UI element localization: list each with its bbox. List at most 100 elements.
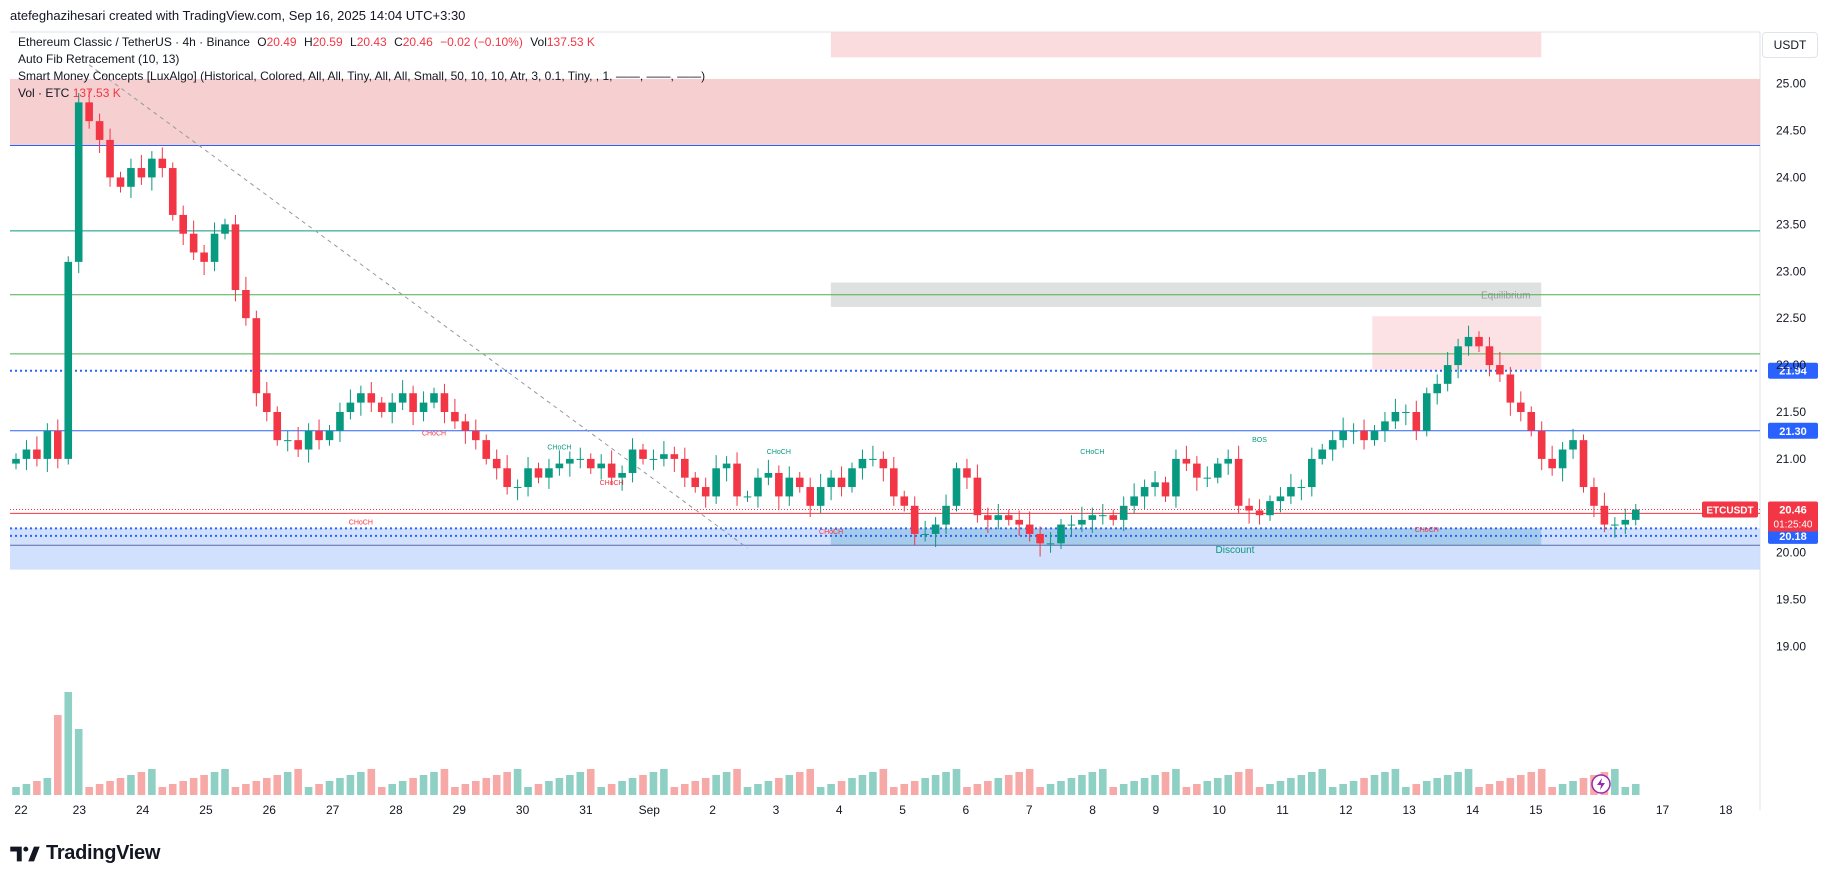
tradingview-logo[interactable]: TradingView	[10, 842, 160, 865]
candle-body	[252, 318, 261, 394]
x-tick-label: 5	[899, 803, 906, 817]
candle-body	[430, 393, 438, 403]
candle-body	[461, 421, 470, 431]
volume-bar	[837, 781, 846, 795]
candle-body	[85, 102, 93, 122]
candle-body	[1496, 365, 1504, 375]
volume-bar	[775, 778, 783, 795]
candle-body	[1099, 515, 1107, 517]
volume-bar	[942, 772, 950, 795]
volume-bar	[1569, 781, 1577, 795]
candle-body	[273, 411, 282, 441]
indicator-volume[interactable]: Vol · ETC 137.53 K	[18, 85, 705, 102]
candle-body	[1600, 505, 1609, 525]
fib-trend-line	[88, 64, 748, 549]
candle-body	[733, 463, 741, 497]
volume-bar	[492, 775, 501, 795]
volume-bar	[764, 781, 773, 795]
candle-body	[221, 224, 229, 234]
candle-body	[1046, 543, 1055, 545]
volume-bar	[701, 778, 710, 795]
volume-bar	[1109, 787, 1118, 795]
candle-body	[472, 430, 480, 441]
volume-bar	[555, 778, 564, 795]
volume-bar	[1119, 784, 1128, 795]
candle-body	[231, 224, 240, 291]
volume-bar	[231, 787, 240, 795]
volume-bar	[12, 787, 20, 795]
indicator-smc[interactable]: Smart Money Concepts [LuxAlgo] (Historic…	[18, 69, 706, 83]
candle-body	[492, 458, 501, 469]
currency-unit-button[interactable]: USDT	[1762, 32, 1818, 58]
y-tick-label: 23.00	[1776, 264, 1806, 278]
candle-body	[1485, 346, 1494, 366]
candle-body	[304, 430, 313, 450]
volume-bar	[22, 784, 31, 795]
candle-body	[586, 458, 595, 469]
volume-bar	[722, 772, 731, 795]
volume-bar	[1046, 784, 1055, 795]
zone-label-equilibrium: Equilibrium	[1481, 291, 1530, 302]
volume-bar	[43, 778, 52, 795]
candle-body	[545, 468, 553, 478]
candle-body	[148, 158, 156, 178]
volume-bar	[1621, 787, 1630, 795]
candle-body	[681, 458, 689, 478]
volume-bar	[660, 769, 668, 795]
volume-bar	[1443, 775, 1452, 795]
volume-bar	[273, 775, 282, 795]
price-tag-value: 20.46	[1779, 505, 1807, 517]
close-value: 20.46	[402, 35, 433, 49]
zone-premium-upper	[830, 32, 1542, 58]
volume-bar	[440, 769, 449, 795]
candle-body	[1349, 430, 1358, 432]
candle-body	[910, 505, 919, 534]
candle-body	[890, 468, 898, 497]
candle-body	[200, 252, 208, 262]
candle-body	[388, 402, 396, 412]
indicator-fib[interactable]: Auto Fib Retracement (10, 13)	[18, 52, 180, 66]
candle-body	[1422, 393, 1431, 431]
structure-label: CHoCH	[819, 529, 843, 536]
level-tag-0: 21.94	[1779, 366, 1807, 378]
candle-body	[12, 458, 20, 464]
candle-body	[1057, 524, 1065, 544]
volume-bar	[1172, 769, 1180, 795]
candle-body	[628, 449, 637, 473]
candle-body	[795, 477, 804, 488]
volume-bar	[534, 784, 543, 795]
level-tag-1: 21.30	[1779, 426, 1807, 438]
y-tick-label: 19.50	[1776, 593, 1806, 607]
candle-body	[95, 121, 104, 140]
volume-bar	[691, 781, 700, 795]
volume-bar	[1203, 781, 1212, 795]
symbol-row[interactable]: Ethereum Classic / TetherUS · 4h · Binan…	[18, 34, 705, 51]
volume-bar	[74, 729, 83, 795]
x-tick-label: 27	[326, 803, 340, 817]
volume-bar	[1548, 787, 1556, 795]
candle-body	[168, 168, 177, 215]
low-value: 20.43	[356, 35, 387, 49]
candle-body	[1130, 496, 1138, 506]
x-tick-label: 14	[1466, 803, 1480, 817]
volume-bar	[482, 778, 491, 795]
y-tick-label: 21.50	[1776, 405, 1806, 419]
candle-body	[189, 233, 198, 253]
volume-bar	[336, 778, 344, 795]
structure-label: CHoCH	[600, 480, 624, 487]
candle-body	[1412, 411, 1421, 431]
y-tick-label: 20.00	[1776, 546, 1806, 560]
volume-bar	[1318, 769, 1327, 795]
candle-body	[377, 402, 386, 412]
volume-bar	[64, 692, 73, 795]
volume-bar	[127, 775, 135, 795]
candle-body	[1119, 505, 1128, 520]
candle-body	[1527, 411, 1536, 431]
candle-body	[398, 393, 407, 403]
price-tag-symbol-bg	[1702, 501, 1758, 518]
volume-bar	[513, 769, 522, 795]
candle-body	[1203, 477, 1212, 479]
volume-bar	[566, 775, 574, 795]
candle-body	[1464, 336, 1473, 347]
